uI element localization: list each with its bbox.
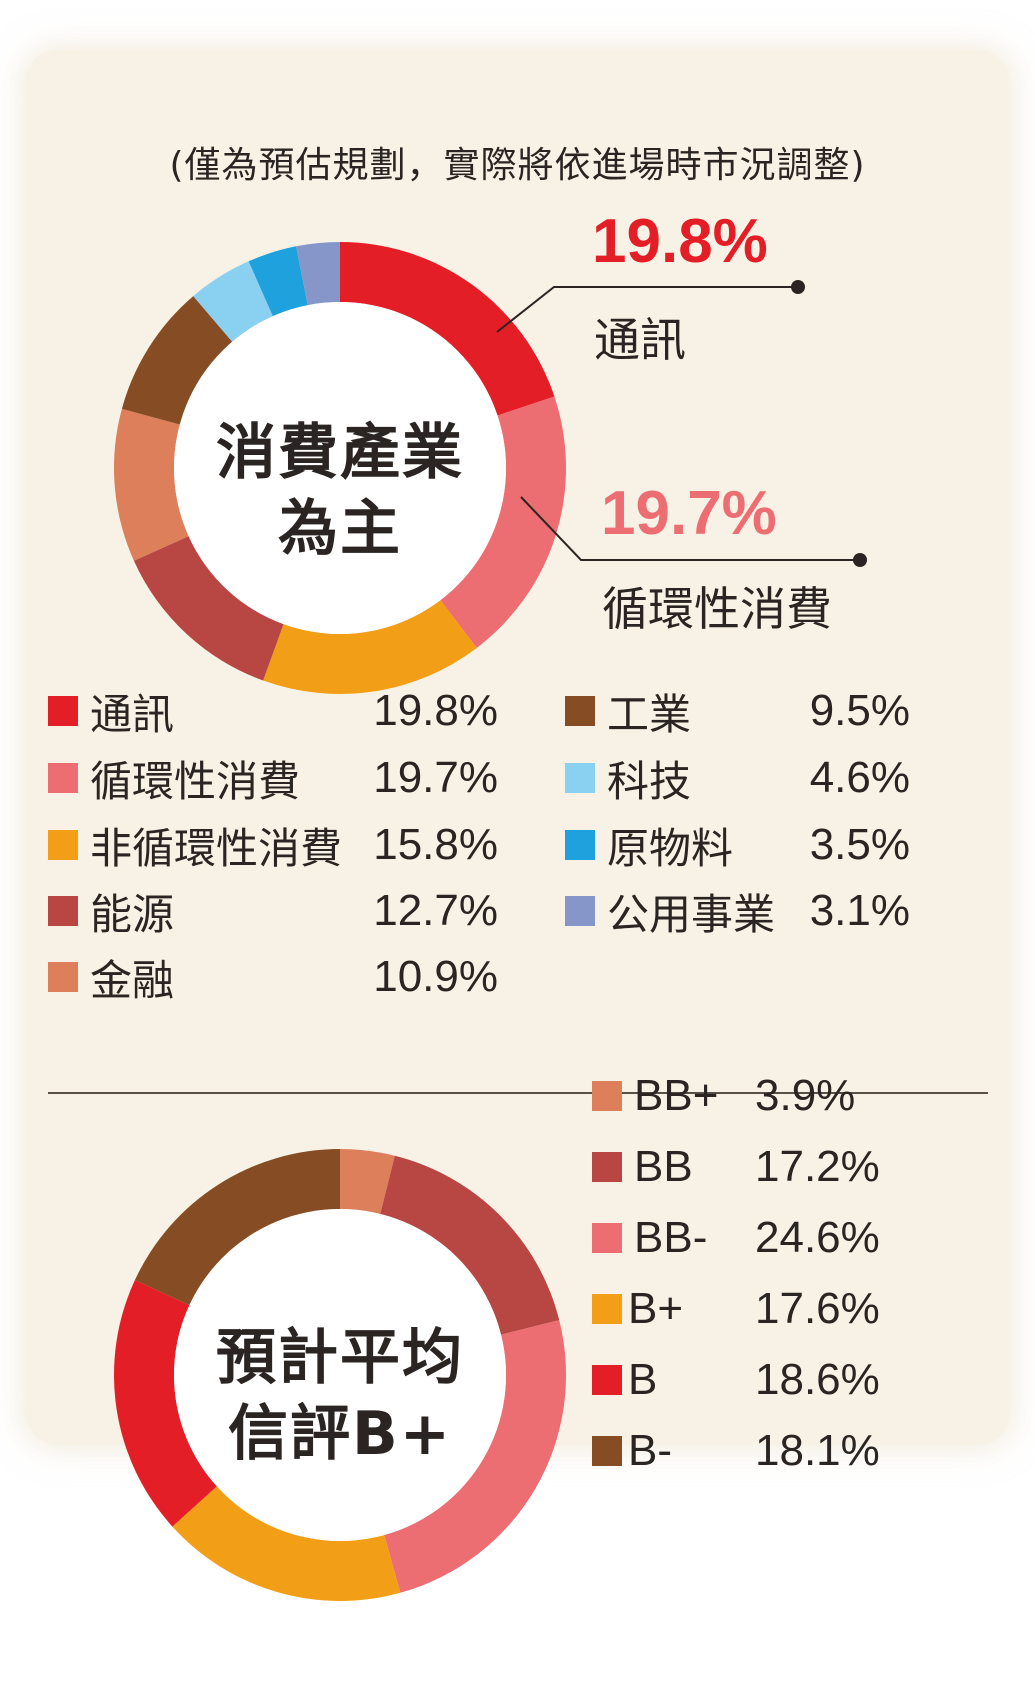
rating-donut-center-label: 預計平均 信評B+ <box>190 1320 490 1472</box>
legend-item-b: B 18.6% <box>592 1350 884 1410</box>
legend-swatch <box>592 1223 622 1253</box>
legend-value: 15.8% <box>373 820 498 869</box>
rating-center-hole <box>174 1209 506 1541</box>
rating-slice-5 <box>134 1149 340 1306</box>
legend-label: 公用事業 <box>607 889 776 939</box>
legend-value: 3.9% <box>755 1071 856 1120</box>
legend-swatch <box>592 1152 622 1182</box>
legend-label: 工業 <box>607 689 692 739</box>
legend-label: B+ <box>628 1284 684 1333</box>
sector-slice-8 <box>296 242 340 306</box>
legend-swatch <box>565 830 595 860</box>
disclaimer-note: (僅為預估規劃，實際將依進場時市況調整) <box>169 145 866 186</box>
legend-item-cyclical-consumer: 循環性消費 19.7% <box>48 748 498 808</box>
legend-value: 4.6% <box>809 753 910 802</box>
legend-swatch <box>48 696 78 726</box>
legend-value: 19.7% <box>373 753 498 802</box>
legend-item-utilities: 公用事業 3.1% <box>565 881 910 941</box>
legend-swatch <box>48 896 78 926</box>
legend-swatch <box>592 1365 622 1395</box>
rating-donut-chart <box>113 1149 566 1601</box>
legend-swatch <box>565 696 595 726</box>
callout-telecom-percent: 19.8% <box>592 207 768 276</box>
callout-telecom-name: 通訊 <box>594 313 686 367</box>
legend-item-materials: 原物料 3.5% <box>565 815 910 875</box>
sector-slice-4 <box>114 408 189 561</box>
legend-value: 24.6% <box>755 1213 880 1262</box>
legend-item-b-plus: B+ 17.6% <box>592 1279 884 1339</box>
rating-slice-1 <box>380 1155 560 1335</box>
legend-label: 科技 <box>607 756 692 806</box>
legend-value: 3.5% <box>809 820 910 869</box>
legend-label: 非循環性消費 <box>90 823 343 873</box>
legend-label: 金融 <box>90 955 175 1005</box>
legend-item-bb: BB 17.2% <box>592 1137 884 1197</box>
legend-label: BB+ <box>634 1071 719 1120</box>
legend-value: 18.1% <box>755 1426 880 1475</box>
sector-slice-5 <box>121 296 233 425</box>
legend-value: 9.5% <box>809 686 910 735</box>
legend-item-industrial: 工業 9.5% <box>565 681 910 741</box>
legend-item-bb-plus: BB+ 3.9% <box>592 1066 884 1126</box>
legend-item-energy: 能源 12.7% <box>48 881 498 941</box>
section-divider <box>48 1092 988 1094</box>
sector-center-line-1: 消費產業 <box>216 418 464 488</box>
rating-slice-2 <box>384 1320 566 1593</box>
legend-value: 19.8% <box>373 686 498 735</box>
sector-slice-3 <box>133 536 284 681</box>
legend-item-telecom: 通訊 19.8% <box>48 681 498 741</box>
legend-item-noncyclical-consumer: 非循環性消費 15.8% <box>48 815 498 875</box>
legend-value: 18.6% <box>755 1355 880 1404</box>
legend-swatch <box>592 1081 622 1111</box>
sector-center-line-2: 為主 <box>278 494 402 564</box>
sector-slice-1 <box>440 396 566 648</box>
sector-donut-chart <box>114 242 566 694</box>
legend-item-b-minus: B- 18.1% <box>592 1421 884 1481</box>
legend-swatch <box>48 962 78 992</box>
callout-cyclical-percent: 19.7% <box>601 479 777 548</box>
legend-swatch <box>48 763 78 793</box>
sector-slice-6 <box>193 261 273 342</box>
callout-cyclical-name: 循環性消費 <box>602 582 832 636</box>
rating-slice-0 <box>340 1149 395 1214</box>
legend-item-bb-minus: BB- 24.6% <box>592 1208 884 1268</box>
legend-label: BB <box>634 1142 693 1191</box>
legend-swatch <box>565 896 595 926</box>
legend-item-finance: 金融 10.9% <box>48 947 498 1007</box>
legend-label: B- <box>628 1426 672 1475</box>
sector-slice-7 <box>248 246 308 317</box>
legend-value: 17.6% <box>755 1284 880 1333</box>
sector-center-hole <box>174 302 506 634</box>
legend-swatch <box>48 830 78 860</box>
sector-slice-0 <box>340 242 555 416</box>
rating-center-line-1: 預計平均 <box>216 1323 464 1393</box>
legend-value: 10.9% <box>373 952 498 1001</box>
legend-value: 17.2% <box>755 1142 880 1191</box>
legend-label: 原物料 <box>607 823 734 873</box>
legend-label: 循環性消費 <box>90 756 301 806</box>
legend-item-technology: 科技 4.6% <box>565 748 910 808</box>
rating-center-line-2: 信評B+ <box>227 1399 452 1469</box>
legend-label: B <box>628 1355 658 1404</box>
rating-slice-3 <box>172 1486 401 1601</box>
legend-label: 能源 <box>90 889 175 939</box>
legend-swatch <box>592 1294 622 1324</box>
sector-slice-2 <box>263 600 477 694</box>
rating-slice-4 <box>113 1280 217 1527</box>
legend-swatch <box>565 763 595 793</box>
sector-donut-center-label: 消費產業 為主 <box>190 415 490 567</box>
legend-value: 12.7% <box>373 886 498 935</box>
legend-label: 通訊 <box>90 689 175 739</box>
legend-value: 3.1% <box>809 886 910 935</box>
legend-swatch <box>592 1436 622 1466</box>
legend-label: BB- <box>634 1213 708 1262</box>
